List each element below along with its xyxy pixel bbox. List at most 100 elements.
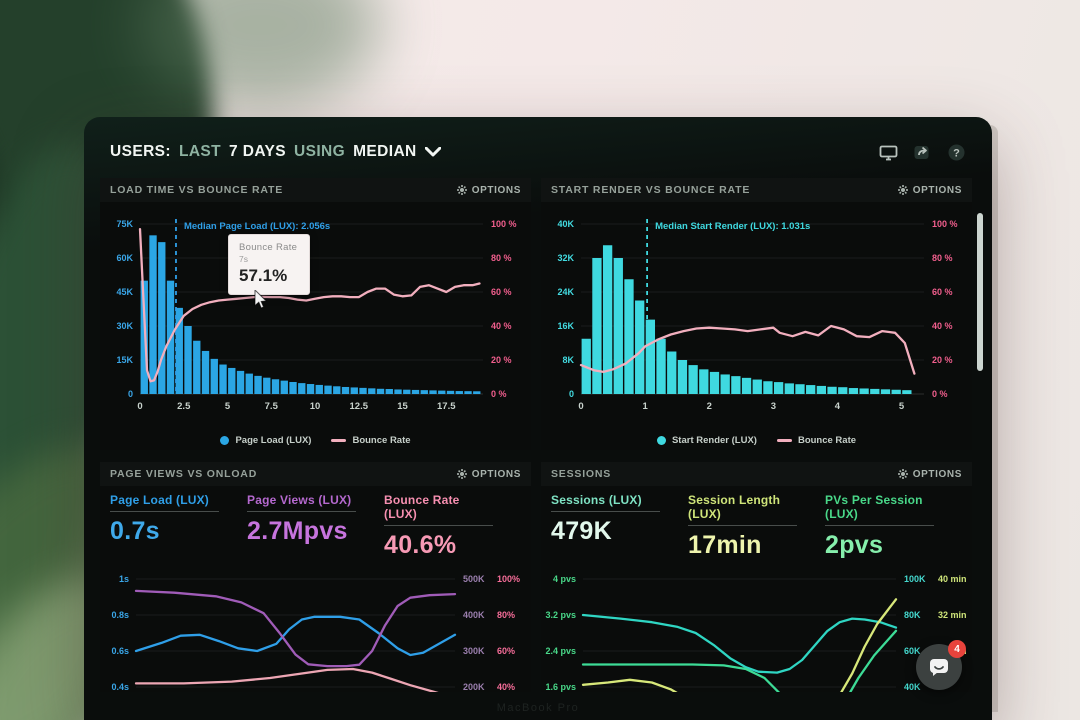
help-icon[interactable]: ? bbox=[947, 143, 966, 162]
stat-label: Session Length (LUX) bbox=[688, 493, 781, 521]
stat-value: 40.6% bbox=[384, 531, 457, 559]
legend-line bbox=[776, 438, 792, 442]
legend-label: Bounce Rate bbox=[352, 434, 411, 446]
options-button[interactable]: OPTIONS bbox=[897, 184, 962, 196]
options-button[interactable]: OPTIONS bbox=[456, 185, 521, 196]
svg-text:24K: 24K bbox=[557, 287, 574, 297]
stat-label: Page Load (LUX) bbox=[110, 493, 210, 507]
gear-icon bbox=[456, 469, 467, 479]
stat-pvs-per-session[interactable]: PVs Per Session (LUX) 2pvs bbox=[825, 493, 962, 560]
stat-page-load[interactable]: Page Load (LUX) 0.7s bbox=[110, 493, 247, 560]
svg-text:5: 5 bbox=[899, 401, 905, 412]
page-views-chart: 1s 500K 100% 0.8s 400K 80% 0.6s 300K 60% 0.4s 200K… bbox=[100, 564, 531, 692]
svg-text:?: ? bbox=[953, 147, 960, 159]
load-time-chart: Bounce Rate 7s 57.1% 75K 100 % 60K 80 % 45K 6… bbox=[100, 202, 531, 431]
svg-text:1s: 1s bbox=[119, 574, 129, 584]
chat-button[interactable]: 4 bbox=[916, 640, 966, 690]
options-label: OPTIONS bbox=[912, 468, 962, 480]
svg-text:0: 0 bbox=[137, 401, 142, 412]
legend-line bbox=[331, 438, 347, 442]
svg-text:0.6s: 0.6s bbox=[111, 646, 129, 656]
stat-value: 17min bbox=[688, 531, 762, 559]
share-icon[interactable] bbox=[913, 143, 932, 162]
svg-text:7.5: 7.5 bbox=[265, 401, 279, 412]
time-range-dropdown[interactable]: USERS: LAST 7 DAYS USING MEDIAN bbox=[110, 143, 441, 161]
stat-value: 2pvs bbox=[825, 531, 884, 559]
svg-text:0: 0 bbox=[578, 401, 583, 412]
svg-text:100 %: 100 % bbox=[932, 219, 958, 229]
mouse-cursor-icon bbox=[254, 290, 268, 309]
options-label: OPTIONS bbox=[912, 184, 962, 196]
display-icon[interactable] bbox=[879, 143, 898, 162]
chevron-down-icon[interactable] bbox=[424, 147, 441, 157]
panel-title: START RENDER VS BOUNCE RATE bbox=[551, 184, 751, 196]
legend-dot bbox=[656, 435, 666, 445]
legend-item: Page Load (LUX) bbox=[220, 435, 311, 446]
svg-text:32K: 32K bbox=[557, 253, 574, 263]
stat-sessions[interactable]: Sessions (LUX) 479K bbox=[551, 493, 688, 560]
legend-item: Bounce Rate bbox=[776, 435, 856, 446]
gear-icon bbox=[897, 185, 908, 195]
header-segment: LAST bbox=[178, 143, 222, 160]
svg-text:60K: 60K bbox=[904, 646, 921, 656]
svg-text:2: 2 bbox=[707, 401, 712, 412]
stat-value: 0.7s bbox=[110, 517, 160, 545]
legend-dot bbox=[220, 435, 230, 445]
legend-item: Start Render (LUX) bbox=[656, 435, 757, 446]
svg-text:3: 3 bbox=[771, 401, 776, 412]
options-button[interactable]: OPTIONS bbox=[897, 468, 962, 480]
svg-text:8K: 8K bbox=[562, 355, 574, 365]
svg-text:200K: 200K bbox=[463, 682, 485, 692]
svg-text:1.6 pvs: 1.6 pvs bbox=[545, 682, 576, 692]
svg-text:60K: 60K bbox=[116, 253, 133, 263]
svg-text:80K: 80K bbox=[904, 610, 921, 620]
svg-text:0 %: 0 % bbox=[932, 389, 948, 399]
stat-label: PVs Per Session (LUX) bbox=[825, 493, 923, 521]
svg-text:15: 15 bbox=[397, 401, 408, 412]
svg-text:15K: 15K bbox=[116, 355, 133, 365]
gear-icon bbox=[897, 469, 908, 479]
stat-session-length[interactable]: Session Length (LUX) 17min bbox=[688, 493, 825, 560]
chart-legend: Page Load (LUX) Bounce Rate bbox=[100, 431, 531, 449]
panel-page-views-vs-onload: PAGE VIEWS VS ONLOAD OPTIONS Page Load (… bbox=[100, 462, 531, 692]
dashboard-screen: USERS: LAST 7 DAYS USING MEDIAN ? bbox=[100, 129, 976, 692]
svg-text:0 %: 0 % bbox=[491, 389, 507, 399]
panel-title: SESSIONS bbox=[551, 468, 612, 480]
svg-text:60 %: 60 % bbox=[932, 287, 953, 297]
dashboard-header: USERS: LAST 7 DAYS USING MEDIAN ? bbox=[100, 129, 976, 175]
svg-text:40 min: 40 min bbox=[938, 574, 967, 584]
chart-legend: Start Render (LUX) Bounce Rate bbox=[541, 431, 972, 449]
svg-text:100K: 100K bbox=[904, 574, 926, 584]
scrollbar-thumb[interactable] bbox=[977, 213, 983, 371]
svg-text:12.5: 12.5 bbox=[350, 401, 369, 412]
svg-text:45K: 45K bbox=[116, 287, 133, 297]
options-button[interactable]: OPTIONS bbox=[456, 468, 521, 480]
stat-bounce-rate[interactable]: Bounce Rate (LUX) 40.6% bbox=[384, 493, 521, 560]
svg-text:0: 0 bbox=[128, 389, 133, 399]
svg-text:16K: 16K bbox=[557, 321, 574, 331]
stat-label: Page Views (LUX) bbox=[247, 493, 352, 507]
header-segment: MEDIAN bbox=[353, 143, 417, 160]
options-label: OPTIONS bbox=[471, 468, 521, 480]
svg-text:60%: 60% bbox=[497, 646, 515, 656]
svg-text:80 %: 80 % bbox=[491, 253, 512, 263]
header-segment: 7 DAYS bbox=[229, 143, 287, 160]
svg-text:4 pvs: 4 pvs bbox=[553, 574, 576, 584]
stat-page-views[interactable]: Page Views (LUX) 2.7Mpvs bbox=[247, 493, 384, 560]
svg-text:80%: 80% bbox=[497, 610, 515, 620]
svg-text:17.5: 17.5 bbox=[437, 401, 456, 412]
tooltip-value: 57.1% bbox=[239, 266, 288, 285]
svg-text:40K: 40K bbox=[557, 219, 574, 229]
svg-text:40K: 40K bbox=[904, 682, 921, 692]
panel-sessions: SESSIONS OPTIONS Sessions (LUX) 479K bbox=[541, 462, 972, 692]
stat-value: 2.7Mpvs bbox=[247, 517, 348, 545]
svg-text:Median Page Load (LUX): 2.056s: Median Page Load (LUX): 2.056s bbox=[184, 221, 330, 232]
stat-label: Bounce Rate (LUX) bbox=[384, 493, 460, 521]
svg-text:75K: 75K bbox=[116, 219, 133, 229]
svg-text:2.5: 2.5 bbox=[177, 401, 191, 412]
tooltip-series: Bounce Rate bbox=[239, 242, 298, 253]
svg-text:300K: 300K bbox=[463, 646, 485, 656]
stats-row: Sessions (LUX) 479K Session Length (LUX)… bbox=[541, 486, 972, 564]
panel-load-time-vs-bounce-rate: LOAD TIME VS BOUNCE RATE OPTIONS Bounce … bbox=[100, 178, 531, 450]
